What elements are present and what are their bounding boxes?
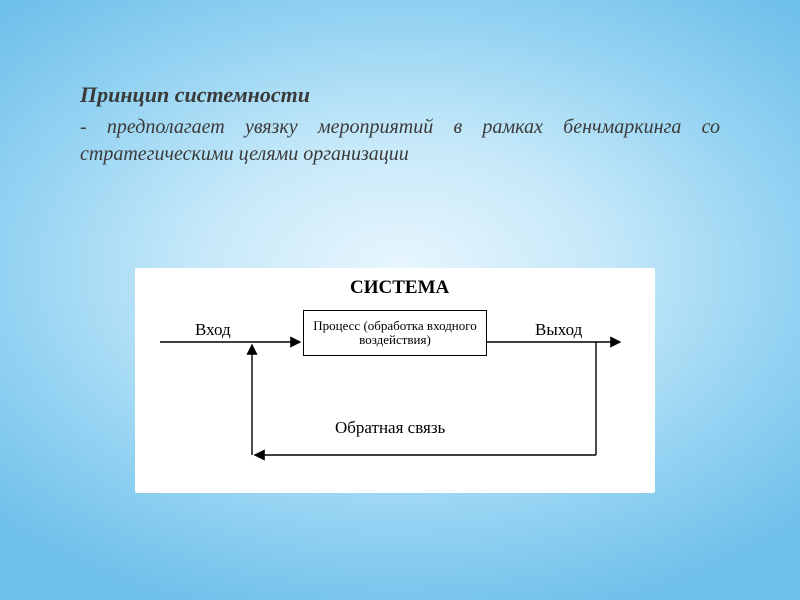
- diagram-arrows: [0, 0, 800, 600]
